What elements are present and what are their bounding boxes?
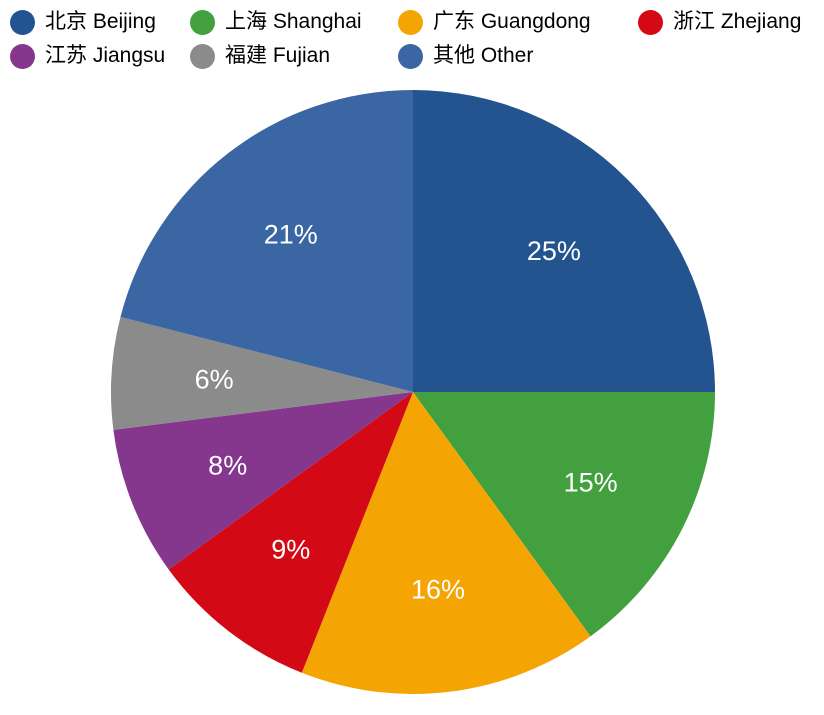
legend-item-label: 其他 Other <box>433 44 534 67</box>
slice-percent-label-guangdong: 16% <box>411 575 465 605</box>
legend-item-label: 上海 Shanghai <box>225 10 362 33</box>
legend-item-label: 江苏 Jiangsu <box>45 44 166 67</box>
pie-slice-jiangsu[interactable] <box>113 392 413 570</box>
pie-slice-other[interactable] <box>120 90 414 392</box>
legend-item-zhejiang[interactable]: 浙江 Zhejiang <box>628 8 824 36</box>
legend-item-fujian[interactable]: 福建 Fujian <box>180 42 388 70</box>
legend-marker-icon <box>638 9 663 35</box>
pie-slice-shanghai[interactable] <box>413 392 715 637</box>
legend-item-label: 浙江 Zhejiang <box>673 10 802 33</box>
legend-item-guangdong[interactable]: 广东 Guangdong <box>388 8 628 36</box>
legend-item-beijing[interactable]: 北京 Beijing <box>0 8 180 36</box>
slice-percent-label-fujian: 6% <box>195 365 234 395</box>
slice-percent-label-beijing: 25% <box>527 236 581 266</box>
legend-item-jiangsu[interactable]: 江苏 Jiangsu <box>0 42 180 70</box>
slice-percent-label-shanghai: 15% <box>564 468 618 498</box>
slice-percent-label-other: 21% <box>264 220 318 250</box>
legend-marker-icon <box>398 43 423 69</box>
pie-slice-zhejiang[interactable] <box>168 392 413 673</box>
pie-slice-beijing[interactable] <box>413 90 715 392</box>
slice-percent-label-jiangsu: 8% <box>208 450 247 480</box>
legend-marker-icon <box>190 43 215 69</box>
legend-item-label: 北京 Beijing <box>45 10 156 33</box>
legend-item-label: 福建 Fujian <box>225 44 331 67</box>
chart-legend: 北京 Beijing 上海 Shanghai 广东 Guangdong 浙江 Zhej… <box>0 8 824 70</box>
pie-slice-guangdong[interactable] <box>301 392 591 694</box>
legend-item-shanghai[interactable]: 上海 Shanghai <box>180 8 388 36</box>
legend-item-other[interactable]: 其他 Other <box>388 42 628 70</box>
pie-slice-fujian[interactable] <box>111 316 414 430</box>
legend-item-label: 广东 Guangdong <box>433 10 591 33</box>
legend-marker-icon <box>398 9 423 35</box>
legend-marker-icon <box>10 9 35 35</box>
legend-marker-icon <box>10 43 35 69</box>
legend-marker-icon <box>190 9 215 35</box>
slice-percent-label-zhejiang: 9% <box>271 535 310 565</box>
